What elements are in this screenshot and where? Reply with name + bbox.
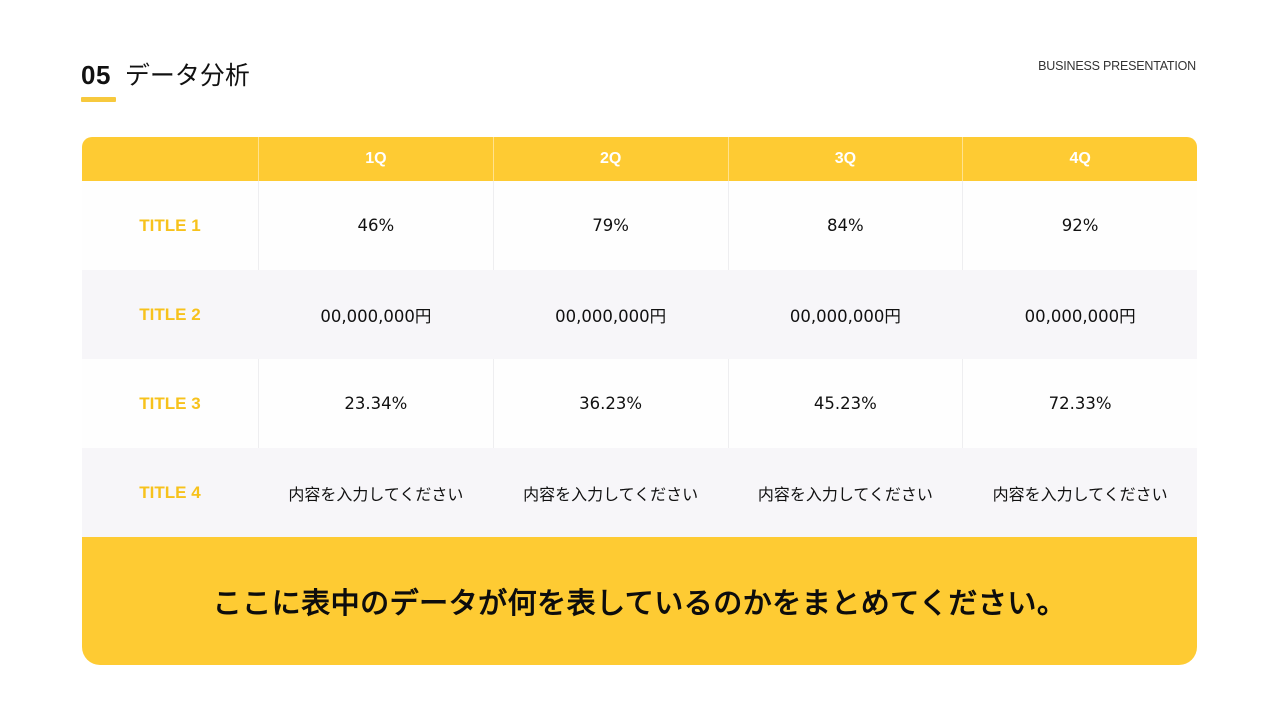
- table-cell: 00,000,000円: [492, 270, 728, 359]
- data-table: 1Q 2Q 3Q 4Q TITLE 1 46% 79% 84% 92% TITL…: [82, 137, 1197, 537]
- table-row: TITLE 1 46% 79% 84% 92%: [82, 181, 1197, 270]
- section-number: 05: [81, 60, 111, 90]
- table-header-row: 1Q 2Q 3Q 4Q: [82, 137, 1197, 181]
- table-row: TITLE 4 内容を入力してください 内容を入力してください 内容を入力してく…: [82, 448, 1197, 537]
- summary-text: ここに表中のデータが何を表しているのかをまとめてください。: [212, 586, 1067, 620]
- table-cell: 72.33%: [962, 359, 1197, 448]
- table-cell: 92%: [962, 181, 1197, 270]
- table-cell: 内容を入力してください: [258, 448, 493, 537]
- table-cell: 46%: [258, 181, 493, 270]
- table-header-corner: [82, 137, 258, 181]
- table-cell: 00,000,000円: [727, 270, 963, 359]
- row-label: TITLE 1: [139, 215, 201, 235]
- column-header-1q: 1Q: [258, 137, 493, 181]
- table-cell: 84%: [727, 181, 963, 270]
- summary-box: ここに表中のデータが何を表しているのかをまとめてください。: [82, 537, 1197, 665]
- table-cell: 内容を入力してください: [492, 448, 728, 537]
- brand-label: BUSINESS PRESENTATION: [1038, 59, 1196, 73]
- column-header-3q: 3Q: [727, 137, 963, 181]
- page-title: 05 データ分析: [81, 56, 250, 92]
- row-label: TITLE 2: [139, 304, 201, 324]
- section-title: データ分析: [124, 61, 250, 90]
- table-cell: 79%: [492, 181, 728, 270]
- table-cell: 00,000,000円: [258, 270, 493, 359]
- table-cell: 45.23%: [727, 359, 963, 448]
- row-label: TITLE 3: [139, 393, 201, 413]
- table-cell: 内容を入力してください: [727, 448, 963, 537]
- table-cell: 36.23%: [492, 359, 728, 448]
- table-cell: 23.34%: [258, 359, 493, 448]
- title-underline-accent: [81, 97, 116, 102]
- table-row: TITLE 2 00,000,000円 00,000,000円 00,000,0…: [82, 270, 1197, 359]
- table-cell: 内容を入力してください: [962, 448, 1197, 537]
- table-row: TITLE 3 23.34% 36.23% 45.23% 72.33%: [82, 359, 1197, 448]
- column-header-4q: 4Q: [962, 137, 1197, 181]
- table-cell: 00,000,000円: [962, 270, 1197, 359]
- row-label: TITLE 4: [139, 482, 201, 502]
- column-header-2q: 2Q: [492, 137, 728, 181]
